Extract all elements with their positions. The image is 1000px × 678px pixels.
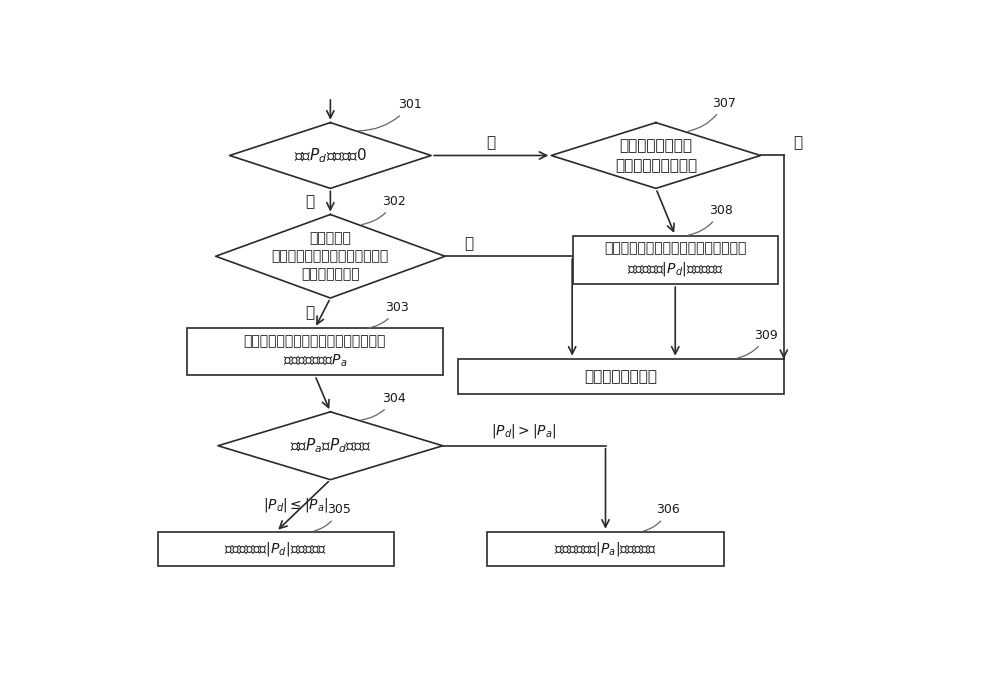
Text: 对所有向电网输出有功功率的发电源分
配总大小为$|P_d|$的功率降额: 对所有向电网输出有功功率的发电源分 配总大小为$|P_d|$的功率降额	[604, 241, 746, 279]
Text: 304: 304	[361, 392, 405, 420]
Text: 306: 306	[644, 503, 680, 531]
Text: 判断分布式
发电系统内是否有处于限功率运
行状态的发电源: 判断分布式 发电系统内是否有处于限功率运 行状态的发电源	[272, 231, 389, 281]
Text: 303: 303	[369, 301, 409, 328]
Polygon shape	[218, 412, 443, 480]
Text: 309: 309	[738, 329, 778, 358]
Bar	[487, 532, 724, 565]
Polygon shape	[216, 214, 445, 298]
Text: $|P_d|\leq|P_a|$: $|P_d|\leq|P_a|$	[263, 496, 328, 514]
Bar	[187, 328, 443, 376]
Text: $|P_d|>|P_a|$: $|P_d|>|P_a|$	[491, 422, 557, 440]
Text: 判断是否有发电源
向电网输出有功功率: 判断是否有发电源 向电网输出有功功率	[615, 138, 697, 173]
Polygon shape	[551, 123, 761, 188]
Text: 放开总大小为$|P_d|$的限功率值: 放开总大小为$|P_d|$的限功率值	[224, 540, 328, 557]
Text: 电网异常情况处理: 电网异常情况处理	[584, 369, 658, 384]
Bar	[458, 359, 784, 394]
Text: 301: 301	[358, 98, 422, 131]
Text: 305: 305	[314, 503, 351, 531]
Bar	[573, 236, 778, 284]
Text: 判断$P_d$是否小于0: 判断$P_d$是否小于0	[294, 146, 367, 165]
Bar	[158, 532, 394, 565]
Text: 否: 否	[793, 135, 802, 150]
Text: 判断$P_a$与$P_d$的大小: 判断$P_a$与$P_d$的大小	[290, 437, 371, 455]
Text: 307: 307	[688, 96, 736, 132]
Text: 302: 302	[362, 195, 406, 224]
Text: 计算所有处于限功率运行状态的发电源
的限功率值之和$P_a$: 计算所有处于限功率运行状态的发电源 的限功率值之和$P_a$	[244, 334, 386, 370]
Text: 否: 否	[464, 236, 473, 251]
Text: 放开总大小为$|P_a|$的限功率值: 放开总大小为$|P_a|$的限功率值	[554, 540, 657, 557]
Text: 是: 是	[305, 306, 314, 321]
Text: 308: 308	[688, 204, 733, 235]
Text: 否: 否	[487, 135, 496, 150]
Text: 是: 是	[305, 194, 314, 209]
Polygon shape	[230, 123, 431, 188]
